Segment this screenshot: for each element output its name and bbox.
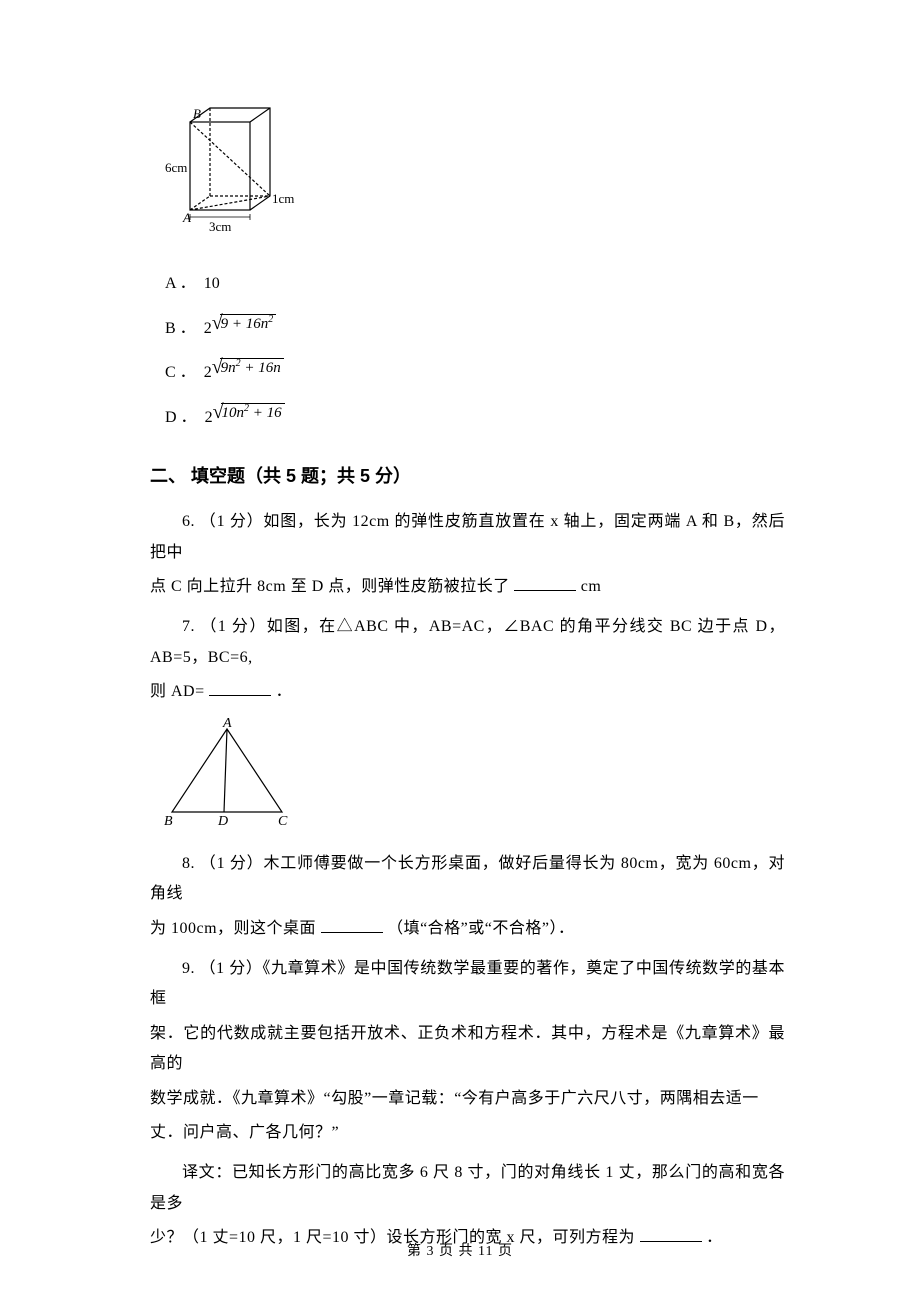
triangle-svg: A B D C: [162, 717, 302, 827]
q9-p2: 架．它的代数成就主要包括开放术、正负术和方程术．其中，方程术是《九章算术》最高的: [150, 1019, 785, 1080]
q6-blank: [514, 574, 576, 591]
cuboid-figure: B 6cm A 3cm 1cm: [165, 100, 785, 251]
option-D-letter: D ．: [165, 403, 197, 433]
page: B 6cm A 3cm 1cm A ． 10 B ． 2 √ 9 + 16n2 …: [0, 0, 920, 1302]
label-A: A: [182, 210, 191, 225]
q9-p1: 9. （1 分）《九章算术》是中国传统数学最重要的著作，奠定了中国传统数学的基本…: [150, 954, 785, 1015]
radical-icon: √: [212, 358, 223, 376]
option-B-radicand: 9 + 16n2: [220, 314, 277, 333]
cuboid-svg: B 6cm A 3cm 1cm: [165, 100, 300, 240]
option-A: A ． 10: [165, 269, 785, 299]
q8-line2a: 为 100cm，则这个桌面: [150, 920, 316, 937]
option-B: B ． 2 √ 9 + 16n2: [165, 314, 785, 344]
option-B-expr: 2 √ 9 + 16n2: [204, 314, 277, 344]
option-C-letter: C ．: [165, 358, 196, 388]
q8-line1: 8. （1 分）木工师傅要做一个长方形桌面，做好后量得长为 80cm，宽为 60…: [150, 849, 785, 910]
label-B: B: [193, 106, 201, 121]
option-D-radicand: 10n2 + 16: [221, 403, 285, 422]
page-footer: 第 3 页 共 11 页: [0, 1239, 920, 1266]
q7-line1: 7. （1 分）如图，在△ABC 中，AB=AC，∠BAC 的角平分线交 BC …: [150, 612, 785, 673]
option-B-coef: 2: [204, 314, 212, 344]
q6-line2a: 点 C 向上拉升 8cm 至 D 点，则弹性皮筋被拉长了: [150, 578, 510, 595]
q6-line1: 6. （1 分）如图，长为 12cm 的弹性皮筋直放置在 x 轴上，固定两端 A…: [150, 507, 785, 568]
option-C: C ． 2 √ 9n2 + 16n: [165, 358, 785, 388]
q7-blank: [209, 679, 271, 696]
q8-blank: [321, 916, 383, 933]
option-D-expr: 2 √ 10n2 + 16: [205, 403, 285, 433]
radical-icon: √: [213, 403, 224, 421]
q8-line2b: （填“合格”或“不合格”）．: [387, 920, 574, 937]
q9-p4: 丈．问户高、广各几何？”: [150, 1118, 785, 1148]
option-A-letter: A ．: [165, 269, 196, 299]
label-6cm: 6cm: [165, 160, 187, 175]
tri-label-A: A: [222, 717, 232, 731]
tri-label-C: C: [278, 814, 288, 827]
tri-label-B: B: [164, 814, 173, 827]
q7-line2b: ．: [276, 683, 293, 700]
option-D-coef: 2: [205, 403, 213, 433]
section-2-heading: 二、 填空题（共 5 题；共 5 分）: [150, 459, 785, 493]
radical-icon: √: [212, 314, 223, 332]
label-1cm: 1cm: [272, 191, 294, 206]
tri-label-D: D: [217, 814, 228, 827]
q9-p3: 数学成就．《九章算术》“勾股”一章记载：“今有户高多于广六尺八寸，两隅相去适一: [150, 1084, 785, 1114]
label-3cm: 3cm: [209, 219, 231, 234]
option-A-value: 10: [204, 269, 220, 299]
triangle-figure: A B D C: [162, 717, 785, 838]
q7-line2: 则 AD= ．: [150, 677, 785, 707]
q6-line2b: cm: [581, 578, 602, 595]
option-C-expr: 2 √ 9n2 + 16n: [204, 358, 284, 388]
option-C-radicand: 9n2 + 16n: [220, 358, 284, 377]
option-C-coef: 2: [204, 358, 212, 388]
option-D: D ． 2 √ 10n2 + 16: [165, 403, 785, 433]
q9-t1: 译文：已知长方形门的高比宽多 6 尺 8 寸，门的对角线长 1 丈，那么门的高和…: [150, 1158, 785, 1219]
q8-line2: 为 100cm，则这个桌面 （填“合格”或“不合格”）．: [150, 914, 785, 944]
q7-line2a: 则 AD=: [150, 683, 205, 700]
q6-line2: 点 C 向上拉升 8cm 至 D 点，则弹性皮筋被拉长了 cm: [150, 572, 785, 602]
option-B-letter: B ．: [165, 314, 196, 344]
